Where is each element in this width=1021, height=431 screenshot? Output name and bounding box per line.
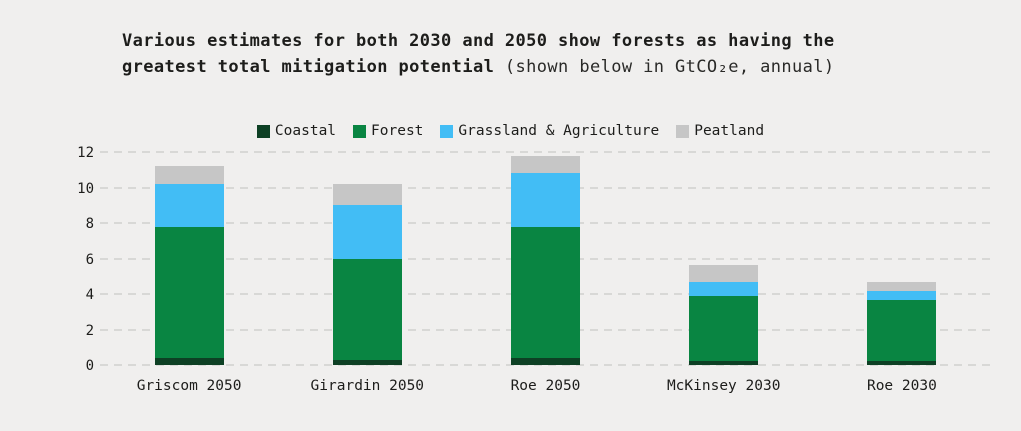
x-axis-label-mckinsey-2030: McKinsey 2030 xyxy=(666,378,781,394)
y-tick-label-10: 10 xyxy=(77,180,94,197)
bar-segment-forest xyxy=(867,300,937,362)
chart-title-bold: Various estimates for both 2030 and 2050… xyxy=(122,31,835,77)
legend-label: Coastal xyxy=(274,123,337,139)
legend-label: Forest xyxy=(371,123,424,139)
bar-segment-coastal xyxy=(689,361,759,365)
chart-legend: Coastal Forest Grassland & Agriculture Peat… xyxy=(0,123,1021,139)
y-tick-label-8: 8 xyxy=(85,216,94,232)
y-tick-label-4: 4 xyxy=(85,287,94,303)
bar-roe-2050 xyxy=(511,152,580,365)
bar-segment-grassland-agriculture xyxy=(511,173,580,227)
x-axis-label-roe-2050: Roe 2050 xyxy=(510,378,581,394)
chart-title-note: (shown below in GtCO₂e, annual) xyxy=(494,57,835,77)
y-tick-label-6: 6 xyxy=(85,251,94,268)
bar-segment-coastal xyxy=(332,359,402,365)
bar-segment-grassland-agriculture xyxy=(867,291,937,301)
bar-segment-coastal xyxy=(154,357,224,365)
bar-segment-grassland-agriculture xyxy=(689,281,759,296)
x-axis-label-griscom-2050: Griscom 2050 xyxy=(136,378,242,394)
gridline-y-0 xyxy=(100,364,991,366)
chart-title: Various estimates for both 2030 and 2050… xyxy=(122,28,902,80)
legend-item-peatland: Peatland xyxy=(676,123,764,139)
legend-swatch-icon xyxy=(353,124,367,138)
bar-segment-forest xyxy=(154,226,224,358)
bar-segment-forest xyxy=(511,226,580,358)
bar-segment-coastal xyxy=(867,361,937,365)
bar-roe-2030 xyxy=(867,152,937,365)
legend-item-grassland-agriculture: Grassland & Agriculture xyxy=(440,123,659,139)
bar-segment-forest xyxy=(689,295,759,362)
legend-item-coastal: Coastal xyxy=(256,123,337,139)
legend-label: Peatland xyxy=(694,123,765,139)
bar-segment-peatland xyxy=(689,264,759,282)
y-axis-ticks: 0 2 4 6 8 10 12 xyxy=(52,145,94,374)
bar-girardin-2050 xyxy=(332,152,402,365)
bar-segment-forest xyxy=(332,258,402,360)
bar-griscom-2050 xyxy=(154,152,224,365)
y-tick-label-12: 12 xyxy=(77,145,94,161)
legend-label: Grassland & Agriculture xyxy=(458,123,660,139)
bar-segment-coastal xyxy=(511,357,580,365)
bar-segment-peatland xyxy=(867,282,937,292)
x-axis-label-roe-2030: Roe 2030 xyxy=(866,378,937,394)
y-tick-label-2: 2 xyxy=(85,322,94,339)
legend-swatch-icon xyxy=(256,124,270,138)
plot-area xyxy=(100,151,991,366)
legend-swatch-icon xyxy=(676,124,690,138)
bar-segment-peatland xyxy=(511,155,580,174)
x-axis-label-girardin-2050: Girardin 2050 xyxy=(310,378,425,394)
legend-swatch-icon xyxy=(440,124,454,138)
bar-mckinsey-2030 xyxy=(689,152,759,365)
bar-segment-grassland-agriculture xyxy=(332,205,402,259)
gridline-y-12 xyxy=(100,151,991,153)
bar-segment-peatland xyxy=(332,183,402,206)
bar-segment-peatland xyxy=(154,166,224,184)
y-tick-label-0: 0 xyxy=(85,358,94,374)
legend-item-forest: Forest xyxy=(353,123,423,139)
bar-segment-grassland-agriculture xyxy=(154,183,224,227)
x-axis-labels: Griscom 2050 Girardin 2050 Roe 2050 McKinse… xyxy=(100,378,991,402)
